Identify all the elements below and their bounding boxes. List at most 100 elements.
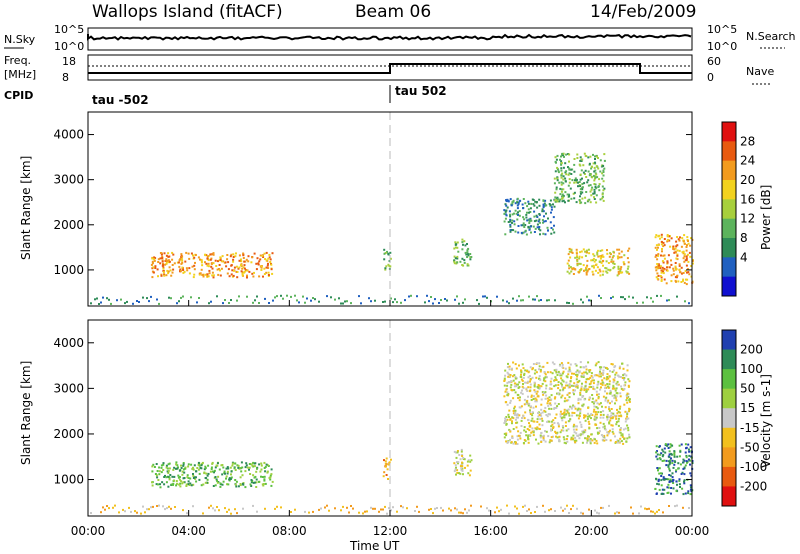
echo-pixel — [554, 402, 557, 405]
echo-pixel — [175, 484, 178, 487]
echo-pixel — [688, 450, 691, 453]
echo-pixel — [534, 227, 537, 230]
ground-scatter-pixel — [486, 296, 488, 299]
echo-pixel — [691, 260, 694, 262]
echo-pixel — [586, 417, 589, 420]
colorbar-swatch — [722, 427, 736, 448]
ground-scatter-pixel — [334, 298, 336, 301]
echo-pixel — [237, 267, 240, 270]
echo-pixel — [549, 404, 552, 407]
echo-pixel — [251, 256, 254, 259]
echo-pixel — [462, 243, 464, 246]
echo-pixel — [626, 424, 629, 427]
echo-pixel — [606, 416, 609, 419]
y-tick-label: 1000 — [53, 473, 84, 487]
echo-pixel — [533, 204, 536, 207]
echo-pixel — [675, 240, 678, 243]
echo-pixel — [522, 383, 524, 385]
echo-pixel — [511, 416, 514, 419]
echo-pixel — [682, 493, 685, 496]
ground-scatter-pixel — [352, 507, 354, 510]
echo-pixel — [261, 254, 264, 257]
echo-pixel — [621, 388, 624, 391]
echo-pixel — [387, 463, 390, 466]
echo-pixel — [202, 483, 205, 486]
echo-pixel — [608, 380, 611, 383]
echo-pixel — [579, 251, 582, 254]
echo-pixel — [665, 282, 668, 285]
echo-pixel — [269, 261, 272, 263]
ground-scatter-pixel — [650, 297, 652, 300]
echo-pixel — [583, 389, 586, 392]
echo-pixel — [582, 366, 585, 369]
ground-scatter-pixel — [532, 298, 534, 301]
ground-scatter-pixel — [298, 301, 300, 304]
echo-pixel — [607, 268, 610, 271]
echo-pixel — [661, 248, 663, 250]
echo-pixel — [456, 257, 459, 260]
echo-pixel — [679, 450, 682, 453]
ground-scatter-pixel — [312, 510, 314, 513]
echo-pixel — [678, 444, 681, 447]
echo-pixel — [658, 264, 661, 267]
echo-pixel — [221, 473, 224, 476]
echo-pixel — [656, 272, 659, 275]
echo-pixel — [567, 420, 570, 423]
echo-pixel — [469, 258, 472, 261]
echo-pixel — [659, 237, 661, 240]
ground-scatter-pixel — [142, 296, 144, 299]
ground-scatter-pixel — [252, 504, 254, 507]
echo-pixel — [610, 417, 613, 420]
echo-pixel — [536, 418, 539, 421]
echo-pixel — [261, 483, 264, 486]
echo-pixel — [562, 178, 565, 181]
echo-pixel — [655, 493, 658, 495]
ground-scatter-pixel — [182, 509, 184, 512]
ground-scatter-pixel — [534, 511, 536, 513]
echo-pixel — [597, 361, 600, 364]
echo-pixel — [601, 172, 604, 175]
ground-scatter-pixel — [396, 510, 398, 513]
echo-pixel — [511, 435, 514, 438]
echo-pixel — [575, 201, 578, 204]
cpid-right: tau 502 — [395, 84, 447, 98]
echo-pixel — [628, 410, 630, 413]
echo-pixel — [626, 257, 629, 260]
echo-pixel — [225, 265, 228, 268]
echo-pixel — [569, 370, 572, 373]
echo-pixel — [219, 256, 222, 259]
echo-pixel — [591, 439, 594, 442]
echo-pixel — [165, 259, 168, 262]
echo-pixel — [228, 275, 231, 278]
echo-pixel — [542, 206, 545, 209]
echo-pixel — [522, 442, 525, 444]
echo-pixel — [534, 200, 537, 203]
echo-pixel — [517, 434, 520, 437]
echo-pixel — [575, 373, 577, 376]
ground-scatter-pixel — [564, 507, 566, 510]
echo-pixel — [532, 431, 535, 434]
echo-pixel — [670, 237, 673, 240]
echo-pixel — [660, 233, 663, 236]
echo-pixel — [387, 263, 390, 266]
echo-pixel — [503, 377, 506, 380]
echo-pixel — [197, 463, 200, 466]
echo-pixel — [230, 470, 233, 473]
echo-pixel — [505, 440, 508, 443]
echo-pixel — [556, 392, 558, 395]
echo-pixel — [686, 271, 688, 274]
ground-scatter-pixel — [640, 505, 642, 508]
echo-pixel — [211, 274, 214, 277]
echo-pixel — [536, 223, 539, 226]
echo-pixel — [549, 204, 552, 207]
echo-pixel — [560, 163, 563, 166]
echo-pixel — [241, 482, 244, 485]
echo-pixel — [180, 480, 183, 483]
echo-pixel — [571, 414, 574, 417]
echo-pixel — [383, 471, 386, 474]
echo-pixel — [252, 474, 255, 477]
echo-pixel — [560, 176, 563, 179]
echo-pixel — [192, 254, 194, 257]
echo-pixel — [593, 192, 596, 195]
